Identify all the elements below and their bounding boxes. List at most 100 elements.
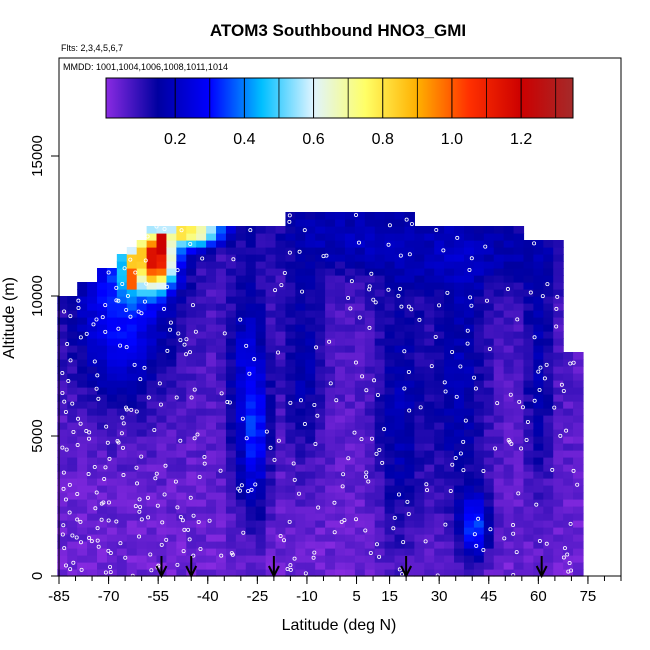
heat-cell	[196, 345, 207, 353]
heat-cell	[77, 380, 88, 388]
heat-cell	[454, 436, 465, 444]
heat-cell	[77, 429, 88, 437]
heat-cell	[186, 527, 197, 535]
heat-cell	[523, 324, 534, 332]
heat-cell	[374, 464, 386, 472]
heat-cell	[255, 289, 267, 297]
heat-cell	[216, 513, 227, 521]
heat-cell	[136, 394, 148, 402]
heat-cell	[463, 555, 475, 563]
heat-cell	[414, 275, 425, 283]
heat-cell	[553, 555, 564, 563]
heat-cell	[235, 534, 247, 542]
heat-cell	[503, 345, 515, 353]
observation-point	[134, 465, 139, 470]
heat-cell	[384, 436, 396, 444]
heat-cell	[275, 513, 287, 521]
heat-cell	[414, 352, 425, 360]
heat-cell	[533, 324, 544, 332]
observation-point	[94, 317, 99, 322]
heat-cell	[553, 289, 564, 297]
heat-cell	[384, 380, 396, 388]
heat-cell	[384, 415, 396, 423]
heat-cell	[344, 415, 356, 423]
heat-cell	[106, 282, 118, 290]
heat-cell	[146, 492, 158, 500]
heat-cell	[434, 380, 445, 388]
heat-cell	[414, 268, 425, 276]
heat-cell	[414, 464, 425, 472]
heat-cell	[196, 464, 207, 472]
heat-cell	[424, 534, 435, 542]
heat-cell	[493, 331, 505, 339]
heat-cell	[146, 240, 158, 248]
observation-point	[311, 555, 316, 560]
heat-cell	[116, 478, 128, 486]
heat-cell	[424, 513, 435, 521]
heat-cell	[186, 492, 197, 500]
observation-point	[455, 235, 460, 240]
heat-cell	[424, 471, 435, 479]
observation-point	[364, 388, 369, 393]
heat-cell	[225, 492, 237, 500]
heat-cell	[473, 394, 485, 402]
heat-cell	[463, 345, 475, 353]
heat-cell	[434, 401, 445, 409]
observation-point	[103, 329, 108, 334]
heat-cell	[225, 464, 237, 472]
heat-cell	[255, 275, 267, 283]
observation-point	[287, 519, 292, 524]
heat-cell	[563, 387, 574, 395]
observation-point	[402, 349, 407, 354]
heat-cell	[176, 464, 187, 472]
heat-cell	[364, 443, 376, 451]
observation-point	[68, 358, 73, 363]
heat-cell	[57, 450, 68, 458]
heat-cell	[116, 520, 128, 528]
heat-cell	[216, 506, 227, 514]
heat-cell	[255, 506, 267, 514]
heat-cell	[394, 520, 406, 528]
heat-cell	[106, 562, 118, 570]
observation-point	[167, 327, 172, 332]
heat-cell	[533, 534, 544, 542]
heat-cell	[136, 527, 148, 535]
observation-point	[186, 527, 191, 532]
heat-cell	[166, 492, 177, 500]
heat-cell	[473, 359, 485, 367]
heat-cell	[454, 429, 465, 437]
heat-cell	[305, 331, 316, 339]
heat-cell	[325, 282, 336, 290]
heat-cell	[424, 436, 435, 444]
heat-cell	[245, 310, 257, 318]
heat-cell	[295, 450, 306, 458]
heat-cell	[463, 548, 475, 556]
observation-point	[63, 497, 68, 502]
heat-cell	[97, 457, 108, 465]
heat-cell	[473, 548, 485, 556]
heat-cell	[106, 443, 118, 451]
heat-cell	[305, 541, 316, 549]
heat-cell	[166, 443, 177, 451]
heat-cell	[77, 562, 88, 570]
heat-cell	[245, 422, 257, 430]
heat-cell	[87, 485, 98, 493]
heat-cell	[196, 541, 207, 549]
heat-cell	[235, 331, 247, 339]
heat-cell	[364, 485, 376, 493]
heat-cell	[265, 289, 277, 297]
heat-cell	[235, 569, 247, 577]
heat-cell	[335, 296, 346, 304]
heat-cell	[176, 506, 187, 514]
observation-point	[108, 570, 113, 575]
heat-cell	[444, 534, 455, 542]
heat-cell	[533, 338, 544, 346]
heat-cell	[335, 485, 346, 493]
heat-cell	[463, 324, 475, 332]
heat-cell	[543, 478, 554, 486]
heat-cell	[513, 429, 525, 437]
heat-cell	[434, 408, 445, 416]
heat-cell	[394, 527, 406, 535]
heat-cell	[225, 534, 237, 542]
heat-cell	[146, 513, 158, 521]
